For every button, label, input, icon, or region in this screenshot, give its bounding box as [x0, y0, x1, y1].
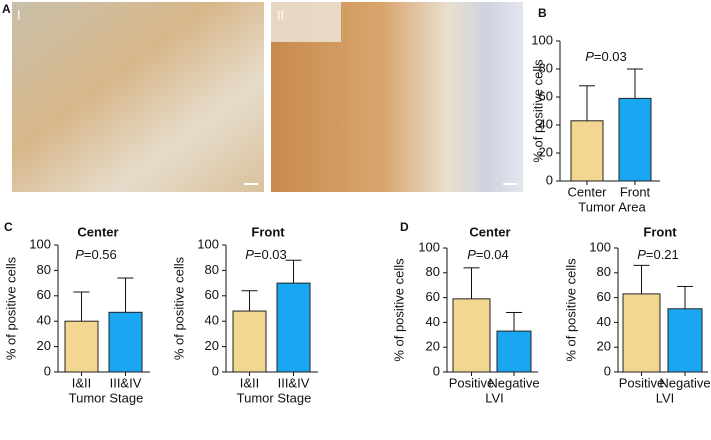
- x-tick-label: III&IV: [278, 375, 310, 390]
- bar: [667, 308, 703, 373]
- y-tick-label: 100: [29, 236, 51, 251]
- y-tick-label: 20: [205, 338, 219, 353]
- bar: [108, 311, 143, 373]
- x-tick-label: III&IV: [110, 375, 142, 390]
- x-axis-label: LVI: [656, 390, 675, 405]
- y-axis-label: % of positive cells: [171, 256, 186, 360]
- bar: [452, 298, 491, 373]
- panel-label: A: [2, 2, 11, 16]
- bar: [570, 120, 604, 182]
- y-tick-label: 40: [37, 313, 51, 328]
- y-tick-label: 0: [604, 363, 611, 378]
- y-tick-label: 20: [426, 339, 440, 354]
- micrograph-region: [271, 2, 341, 42]
- y-tick-label: 60: [426, 289, 440, 304]
- y-axis-label: % of positive cells: [563, 258, 578, 362]
- x-tick-label: Negative: [659, 375, 710, 390]
- bar: [496, 330, 532, 373]
- annotation: P=0.56: [75, 247, 117, 262]
- x-axis-label: LVI: [485, 390, 504, 405]
- y-tick-label: 0: [44, 363, 51, 378]
- bar: [622, 293, 661, 373]
- y-tick-label: 20: [539, 144, 553, 159]
- chart-title: Center: [77, 224, 118, 239]
- y-tick-label: 80: [539, 60, 553, 75]
- y-tick-label: 100: [589, 239, 611, 254]
- y-tick-label: 40: [205, 313, 219, 328]
- y-tick-label: 80: [37, 262, 51, 277]
- y-tick-label: 20: [37, 338, 51, 353]
- image-label: I: [17, 7, 21, 22]
- y-tick-label: 60: [597, 289, 611, 304]
- y-axis-label: % of positive cells: [3, 256, 18, 360]
- micrograph: [12, 2, 264, 192]
- x-axis-label: Tumor Stage: [69, 390, 144, 405]
- panel-label: D: [400, 220, 409, 234]
- bar: [232, 310, 267, 373]
- annotation: P=0.03: [245, 247, 287, 262]
- y-tick-label: 40: [597, 314, 611, 329]
- annotation: P=0.21: [637, 247, 679, 262]
- y-tick-label: 100: [197, 236, 219, 251]
- x-tick-label: I&II: [72, 375, 92, 390]
- y-tick-label: 80: [205, 262, 219, 277]
- y-tick-label: 60: [539, 88, 553, 103]
- panel-label: B: [538, 6, 547, 20]
- y-axis-label: % of positive cells: [391, 258, 406, 362]
- x-tick-label: Negative: [488, 375, 539, 390]
- y-tick-label: 0: [212, 363, 219, 378]
- annotation: P=0.04: [467, 247, 509, 262]
- annotation: P=0.03: [585, 49, 627, 64]
- y-tick-label: 100: [531, 32, 553, 47]
- x-axis-label: Tumor Area: [578, 199, 646, 214]
- y-tick-label: 0: [433, 363, 440, 378]
- x-tick-label: Center: [567, 184, 607, 199]
- y-tick-label: 60: [37, 287, 51, 302]
- y-tick-label: 60: [205, 287, 219, 302]
- x-tick-label: Positive: [449, 375, 495, 390]
- x-tick-label: Positive: [619, 375, 665, 390]
- y-tick-label: 100: [418, 239, 440, 254]
- bar: [276, 282, 311, 373]
- chart-title: Front: [643, 224, 677, 239]
- panel-label: C: [4, 220, 13, 234]
- x-tick-label: Front: [620, 184, 651, 199]
- image-label: II: [277, 7, 284, 22]
- x-tick-label: I&II: [240, 375, 260, 390]
- y-tick-label: 80: [597, 264, 611, 279]
- y-tick-label: 40: [426, 314, 440, 329]
- y-axis-label: % of positive cells: [530, 59, 545, 163]
- chart-title: Front: [251, 224, 285, 239]
- y-tick-label: 40: [539, 116, 553, 131]
- bar: [64, 320, 99, 373]
- y-tick-label: 20: [597, 339, 611, 354]
- y-tick-label: 0: [546, 172, 553, 187]
- bar: [618, 97, 652, 182]
- chart-title: Center: [469, 224, 510, 239]
- y-tick-label: 80: [426, 264, 440, 279]
- x-axis-label: Tumor Stage: [237, 390, 312, 405]
